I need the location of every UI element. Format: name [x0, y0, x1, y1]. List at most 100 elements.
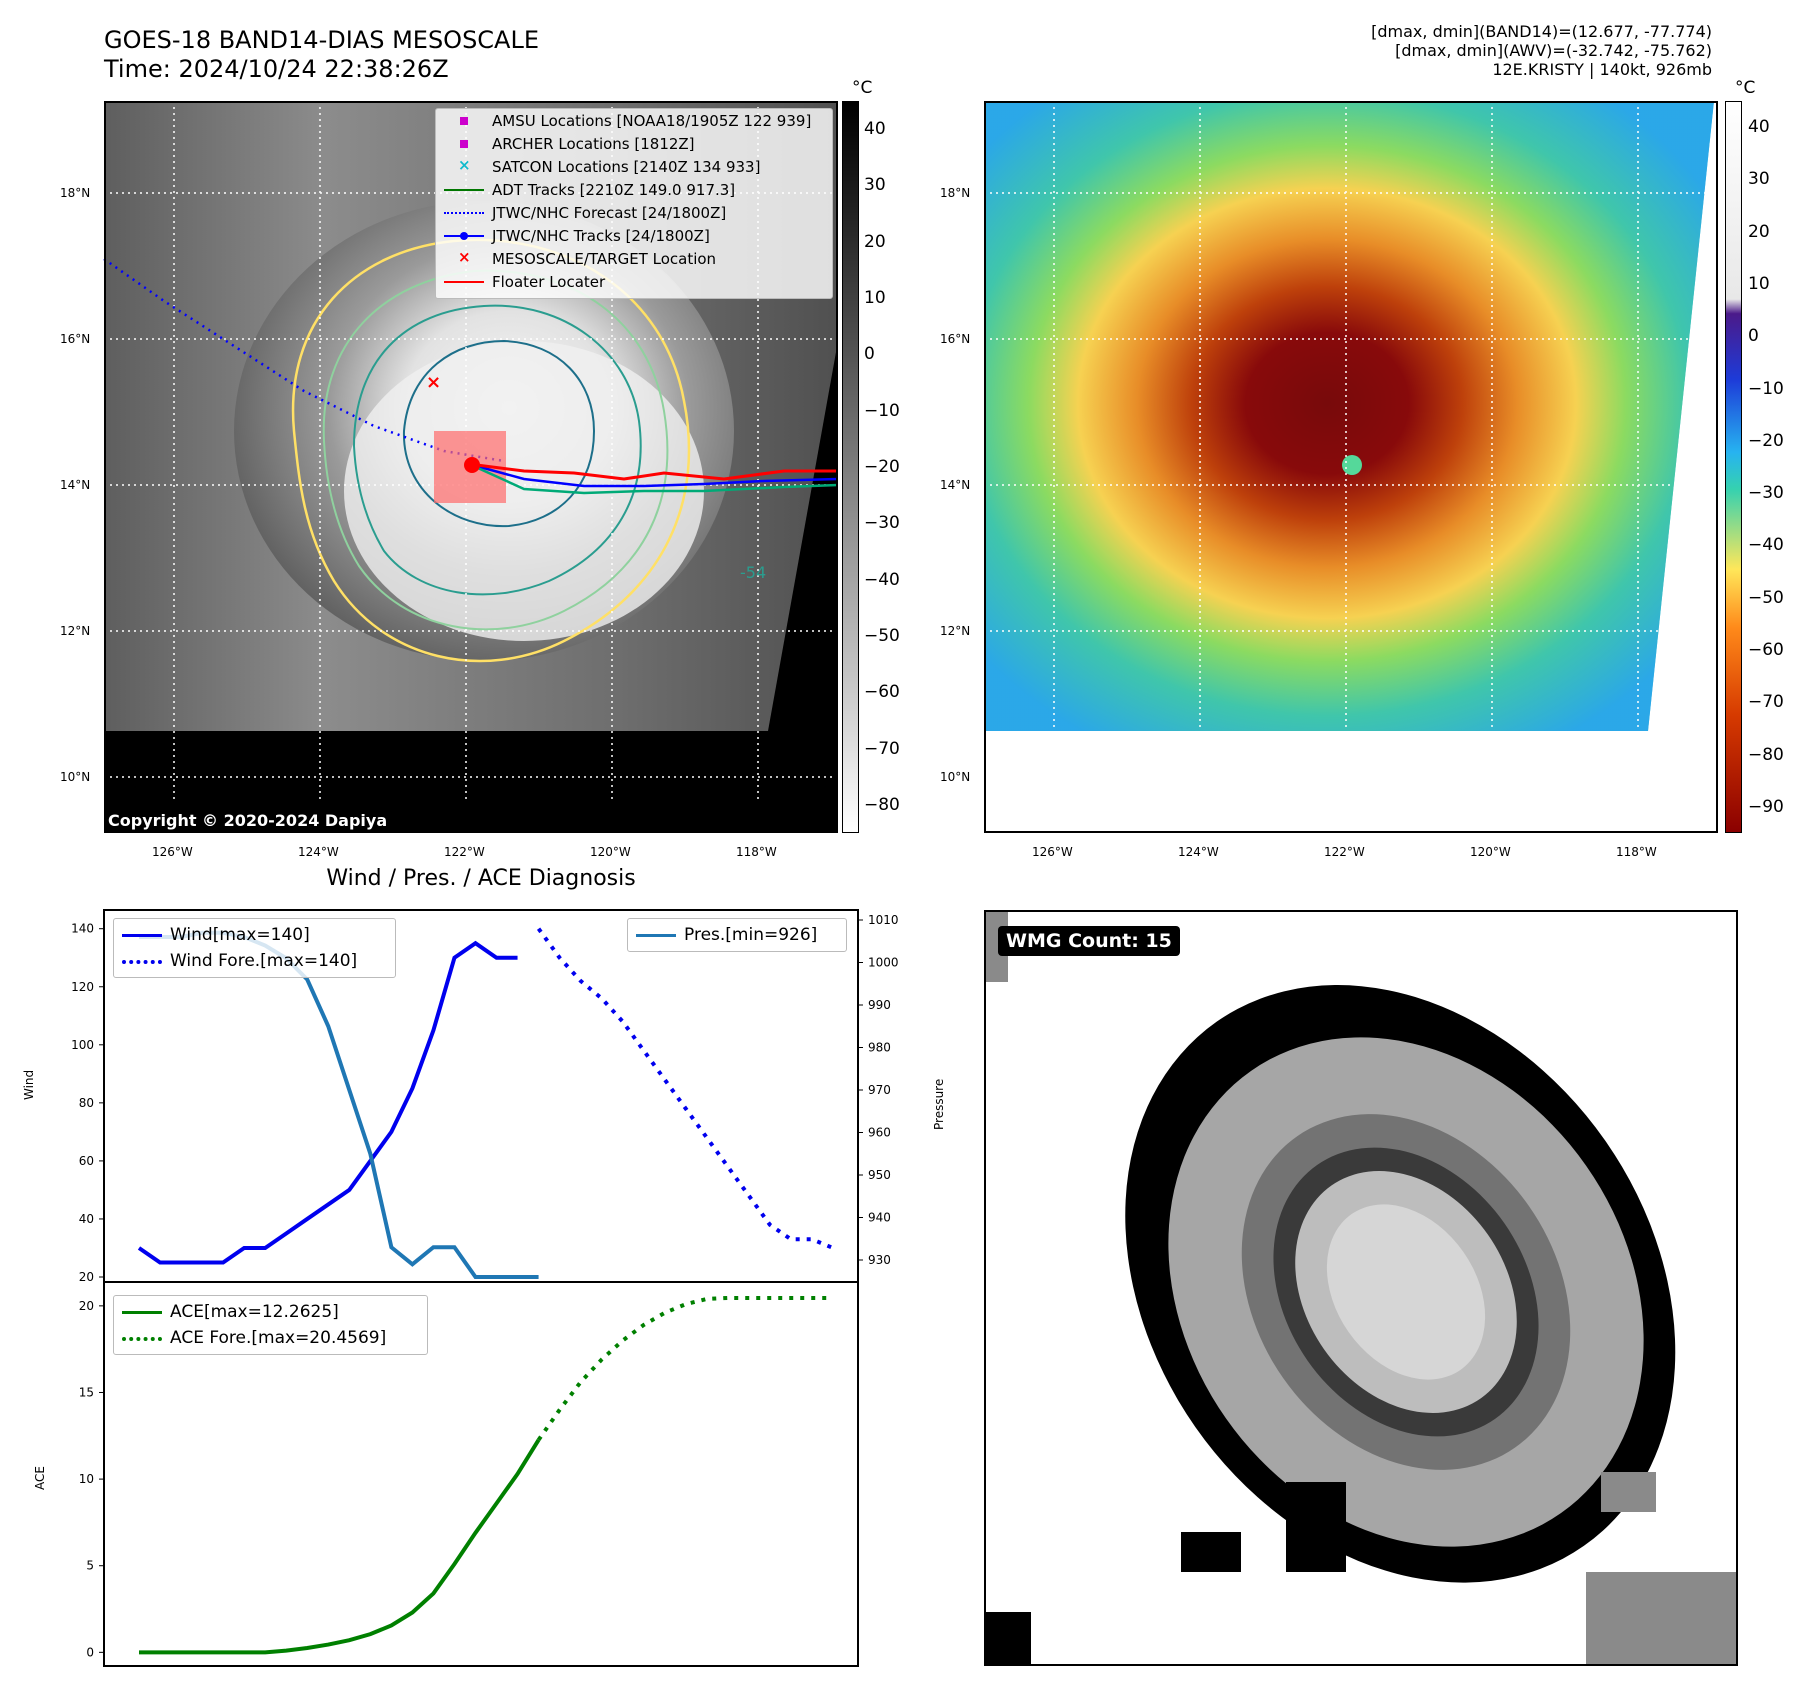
y-tick-label: 5	[86, 1559, 94, 1573]
lon-label: 126°W	[152, 845, 193, 859]
colorbar-tick-label: −70	[1748, 692, 1784, 713]
ace-axis-label: ACE	[33, 1466, 47, 1490]
legend-item-archer: ARCHER Locations [1812Z]	[444, 133, 695, 155]
colorbar-tick-label: −10	[1748, 378, 1784, 399]
lon-label: 126°W	[1032, 845, 1073, 859]
lat-label: 18°N	[940, 186, 971, 200]
lat-label: 12°N	[940, 624, 971, 638]
wmg-count-badge: WMG Count: 15	[998, 926, 1180, 956]
colorbar-color	[1725, 101, 1742, 833]
legend-item-satcon: × SATCON Locations [2140Z 134 933]	[444, 156, 760, 178]
y2-tick-label: 1010	[868, 913, 899, 927]
colorbar-tick-label: 30	[1748, 169, 1770, 190]
lon-label: 122°W	[1324, 845, 1365, 859]
lat-label: 12°N	[60, 624, 91, 638]
y2-tick-label: 980	[868, 1041, 891, 1055]
colorbar-tick-label: 10	[1748, 274, 1770, 294]
series-line	[137, 940, 518, 1265]
y-tick-label: 10	[79, 1472, 94, 1486]
y2-tick-label: 930	[868, 1253, 891, 1267]
colorbar-tick-label: 20	[864, 231, 886, 252]
solid-line-icon	[122, 924, 162, 946]
colorbar-tick-label: 30	[864, 175, 886, 196]
legend-item-ace: ACE[max=12.2625]	[122, 1301, 339, 1323]
title-line-1: GOES-18 BAND14-DIAS MESOSCALE	[104, 26, 540, 54]
y-tick-label: 40	[79, 1212, 94, 1226]
lat-label: 14°N	[60, 478, 91, 492]
colorbar-tick-label: 10	[864, 288, 886, 309]
info-line-3: 12E.KRISTY | 140kt, 926mb	[1492, 60, 1712, 79]
legend-item-adt: ADT Tracks [2210Z 149.0 917.3]	[444, 179, 735, 201]
y2-tick-label: 950	[868, 1168, 891, 1182]
wind-legend: Wind[max=140] Wind Fore.[max=140]	[113, 918, 396, 978]
ace-legend: ACE[max=12.2625] ACE Fore.[max=20.4569]	[113, 1295, 428, 1355]
lon-label: 122°W	[444, 845, 485, 859]
copyright-text: Copyright © 2020-2024 Dapiya	[108, 811, 388, 830]
series-line	[139, 1438, 541, 1655]
colorbar-tick-label: 40	[864, 119, 886, 140]
dotted-line-icon	[122, 1327, 162, 1349]
legend-item-floater: Floater Locater	[444, 271, 605, 293]
lat-label: 14°N	[940, 478, 971, 492]
info-line-1: [dmax, dmin](BAND14)=(12.677, -77.774)	[1371, 22, 1712, 41]
colorbar-tick-label: 40	[1748, 117, 1770, 138]
diagnosis-title: Wind / Pres. / ACE Diagnosis	[326, 866, 636, 891]
square-marker-icon	[444, 133, 484, 155]
lat-label: 10°N	[940, 770, 971, 784]
ir-map-frame	[104, 101, 838, 833]
line-dot-icon	[444, 225, 484, 247]
colorbar-tick-label: −90	[1748, 796, 1784, 817]
y-tick-label: 20	[79, 1299, 94, 1313]
y-tick-label: 20	[79, 1270, 94, 1284]
lon-label: 118°W	[736, 845, 777, 859]
wmg-canvas	[986, 912, 1736, 1664]
title-line-2: Time: 2024/10/24 22:38:26Z	[104, 55, 449, 83]
colorbar-tick-label: −30	[1748, 483, 1784, 504]
colorbar-tick-label: 0	[864, 344, 875, 365]
wind-axis-label: Wind	[22, 1069, 36, 1100]
pressure-axis-label: Pressure	[932, 1078, 946, 1130]
figure-title: GOES-18 BAND14-DIAS MESOSCALE Time: 2024…	[104, 26, 539, 84]
legend-item-forecast: JTWC/NHC Forecast [24/1800Z]	[444, 202, 726, 224]
legend-item-amsu: AMSU Locations [NOAA18/1905Z 122 939]	[444, 110, 811, 132]
colorbar-tick-label: −50	[1748, 587, 1784, 608]
y-tick-label: 15	[79, 1385, 94, 1399]
contour-yellow	[291, 238, 691, 663]
lat-label: 10°N	[60, 770, 91, 784]
series-line	[536, 927, 834, 1250]
square-marker-icon	[444, 110, 484, 132]
y2-tick-label: 990	[868, 998, 891, 1012]
colorbar-gray	[842, 101, 859, 833]
colorbar-tick-label: −50	[864, 625, 900, 646]
y-tick-label: 140	[71, 922, 94, 936]
ir-map-panel: × -54 Copyright © 2020-2024 Dapiya AMSU …	[103, 101, 839, 833]
colorbar-tick-label: −40	[1748, 535, 1784, 556]
legend-item-wind: Wind[max=140]	[122, 924, 310, 946]
color-map-frame	[984, 101, 1718, 833]
color-map-gridlines	[984, 101, 1718, 833]
solid-line-icon	[122, 1301, 162, 1323]
legend-item-ace-forecast: ACE Fore.[max=20.4569]	[122, 1327, 386, 1349]
contour-label: -54	[740, 563, 766, 582]
lon-label: 120°W	[590, 845, 631, 859]
stats-info: [dmax, dmin](BAND14)=(12.677, -77.774) […	[1371, 22, 1712, 79]
y-tick-label: 60	[79, 1154, 94, 1168]
plot-frame	[103, 1281, 859, 1667]
color-map-panel	[984, 101, 1718, 833]
lat-label: 16°N	[60, 332, 91, 346]
y-tick-label: 100	[71, 1038, 94, 1052]
storm-center-marker	[464, 457, 480, 473]
series-line	[139, 930, 539, 1279]
dotted-line-icon	[444, 202, 484, 224]
cross-marker-icon: ×	[458, 156, 471, 174]
colorbar-color-unit: °C	[1735, 78, 1756, 98]
lon-label: 120°W	[1470, 845, 1511, 859]
colorbar-tick-label: −40	[864, 569, 900, 590]
colorbar-tick-label: −70	[864, 738, 900, 759]
colorbar-tick-label: −20	[1748, 430, 1784, 451]
eye-marker	[1342, 455, 1362, 475]
lon-label: 118°W	[1616, 845, 1657, 859]
red-cross-icon: ×	[458, 248, 471, 266]
floater-track	[468, 462, 838, 481]
colorbar-tick-label: −60	[864, 682, 900, 703]
